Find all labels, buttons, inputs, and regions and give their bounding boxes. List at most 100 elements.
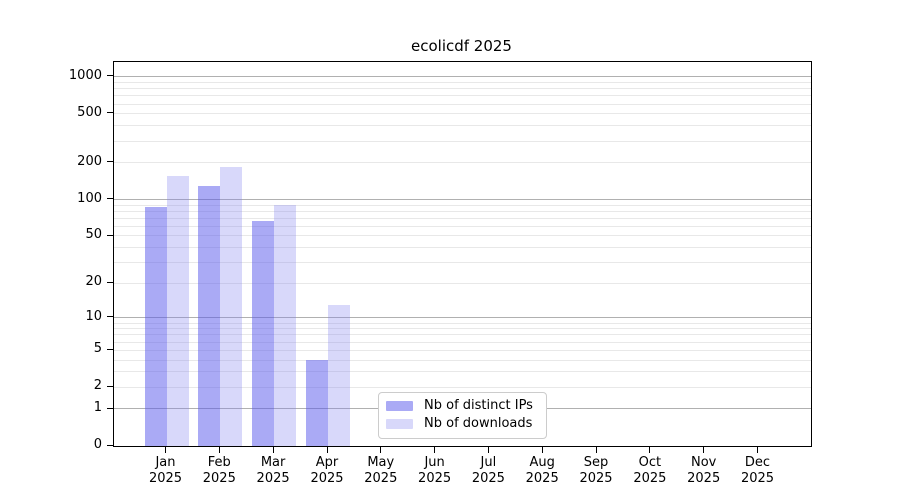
- legend: Nb of distinct IPs Nb of downloads: [378, 392, 547, 439]
- x-tick-year-sep: 2025: [579, 470, 613, 486]
- x-tick-year-nov: 2025: [687, 470, 721, 486]
- y-tick-500: [107, 112, 113, 114]
- x-tick-month-feb: Feb: [207, 455, 231, 470]
- legend-label-downloads: Nb of downloads: [424, 416, 533, 431]
- x-tick-month-dec: Dec: [744, 455, 771, 470]
- x-tick-year-jun: 2025: [418, 470, 452, 486]
- x-tick-label-oct: Oct 2025: [620, 455, 680, 486]
- y-tick-0: [107, 444, 113, 446]
- x-tick-label-nov: Nov 2025: [674, 455, 734, 486]
- x-tick-month-may: May: [367, 455, 395, 470]
- x-tick-mar: [272, 447, 274, 453]
- x-tick-label-sep: Sep 2025: [566, 455, 626, 486]
- gridline-minor-80: [114, 210, 811, 212]
- bar-mar-downloads: [274, 205, 297, 446]
- y-tick-label-0: 0: [93, 437, 102, 452]
- y-tick-label-5: 5: [93, 341, 102, 357]
- bar-feb-distinct-ips: [198, 185, 221, 446]
- x-tick-label-dec: Dec 2025: [728, 455, 788, 486]
- x-tick-jan: [165, 447, 166, 453]
- bar-feb-downloads: [220, 167, 243, 446]
- y-tick-label-20: 20: [85, 274, 102, 290]
- gridline-minor-300: [114, 140, 811, 142]
- x-tick-dec: [757, 447, 758, 453]
- y-tick-50: [107, 234, 113, 236]
- gridline-major-1000: [114, 76, 811, 78]
- x-tick-month-jun: Jun: [424, 455, 445, 470]
- x-tick-jun: [434, 447, 436, 453]
- gridline-minor-70: [114, 217, 811, 219]
- x-tick-aug: [541, 447, 543, 453]
- gridline-major-100: [114, 198, 811, 200]
- y-tick-label-100: 100: [77, 190, 102, 206]
- x-tick-jul: [487, 447, 489, 453]
- x-tick-label-jan: Jan 2025: [136, 455, 196, 486]
- y-tick-100: [107, 198, 113, 199]
- x-tick-label-mar: Mar 2025: [243, 455, 303, 486]
- x-tick-label-feb: Feb 2025: [189, 455, 249, 486]
- legend-row-downloads: Nb of downloads: [386, 415, 539, 433]
- y-tick-label-500: 500: [77, 104, 102, 120]
- bar-jan-distinct-ips: [144, 206, 167, 446]
- gridline-minor-6: [114, 341, 811, 343]
- gridline-minor-700: [114, 95, 811, 97]
- x-tick-label-jun: Jun 2025: [405, 455, 465, 486]
- x-tick-month-nov: Nov: [691, 455, 717, 470]
- x-tick-feb: [218, 447, 220, 453]
- x-tick-year-jul: 2025: [471, 470, 505, 486]
- bar-mar-distinct-ips: [252, 221, 275, 446]
- x-tick-label-aug: Aug 2025: [512, 455, 572, 486]
- x-tick-month-jan: Jan: [155, 455, 176, 470]
- gridline-major-10: [114, 317, 811, 319]
- legend-label-distinct-ips: Nb of distinct IPs: [424, 398, 533, 413]
- x-tick-may: [380, 447, 382, 453]
- gridline-minor-7: [114, 334, 811, 336]
- x-tick-month-sep: Sep: [583, 455, 609, 470]
- gridline-minor-4: [114, 359, 811, 361]
- gridline-minor-3: [114, 371, 811, 373]
- bar-apr-downloads: [327, 305, 350, 446]
- gridline-minor-20: [114, 282, 811, 284]
- x-tick-year-oct: 2025: [633, 470, 667, 486]
- chart-title: ecolicdf 2025: [411, 37, 512, 55]
- gridline-minor-50: [114, 235, 811, 237]
- gridline-minor-5: [114, 349, 811, 351]
- bar-jan-downloads: [166, 176, 189, 446]
- y-tick-label-50: 50: [85, 227, 102, 242]
- gridline-minor-900: [114, 82, 811, 84]
- legend-row-distinct-ips: Nb of distinct IPs: [386, 397, 539, 415]
- legend-swatch-distinct-ips-icon: [386, 401, 413, 411]
- gridline-minor-60: [114, 225, 811, 227]
- y-tick-20: [107, 281, 113, 283]
- x-tick-year-jan: 2025: [148, 470, 183, 486]
- x-tick-month-apr: Apr: [315, 455, 339, 470]
- gridline-minor-8: [114, 328, 811, 330]
- plot-area: [113, 61, 812, 447]
- x-tick-label-may: May 2025: [351, 455, 411, 486]
- gridline-minor-40: [114, 247, 811, 249]
- x-tick-year-mar: 2025: [256, 470, 290, 486]
- y-tick-label-10: 10: [85, 308, 102, 324]
- y-tick-label-1000: 1000: [68, 67, 102, 83]
- x-tick-year-dec: 2025: [740, 470, 775, 486]
- y-tick-10: [107, 316, 113, 318]
- x-tick-year-apr: 2025: [310, 470, 344, 486]
- gridline-minor-800: [114, 88, 811, 90]
- x-tick-label-apr: Apr 2025: [297, 455, 357, 486]
- y-tick-2: [107, 385, 113, 387]
- gridline-minor-30: [114, 262, 811, 264]
- x-tick-sep: [595, 447, 597, 453]
- x-tick-label-jul: Jul 2025: [458, 455, 518, 486]
- gridline-minor-400: [114, 125, 811, 127]
- x-tick-year-may: 2025: [364, 470, 398, 486]
- x-tick-oct: [649, 447, 651, 453]
- gridline-minor-500: [114, 113, 811, 115]
- y-tick-5: [107, 348, 113, 350]
- y-tick-1000: [107, 75, 113, 77]
- gridline-minor-9: [114, 322, 811, 324]
- x-tick-month-aug: Aug: [529, 455, 555, 470]
- x-tick-month-oct: Oct: [638, 455, 662, 470]
- bar-apr-distinct-ips: [305, 360, 328, 446]
- y-tick-200: [107, 161, 113, 163]
- x-tick-month-jul: Jul: [480, 455, 497, 470]
